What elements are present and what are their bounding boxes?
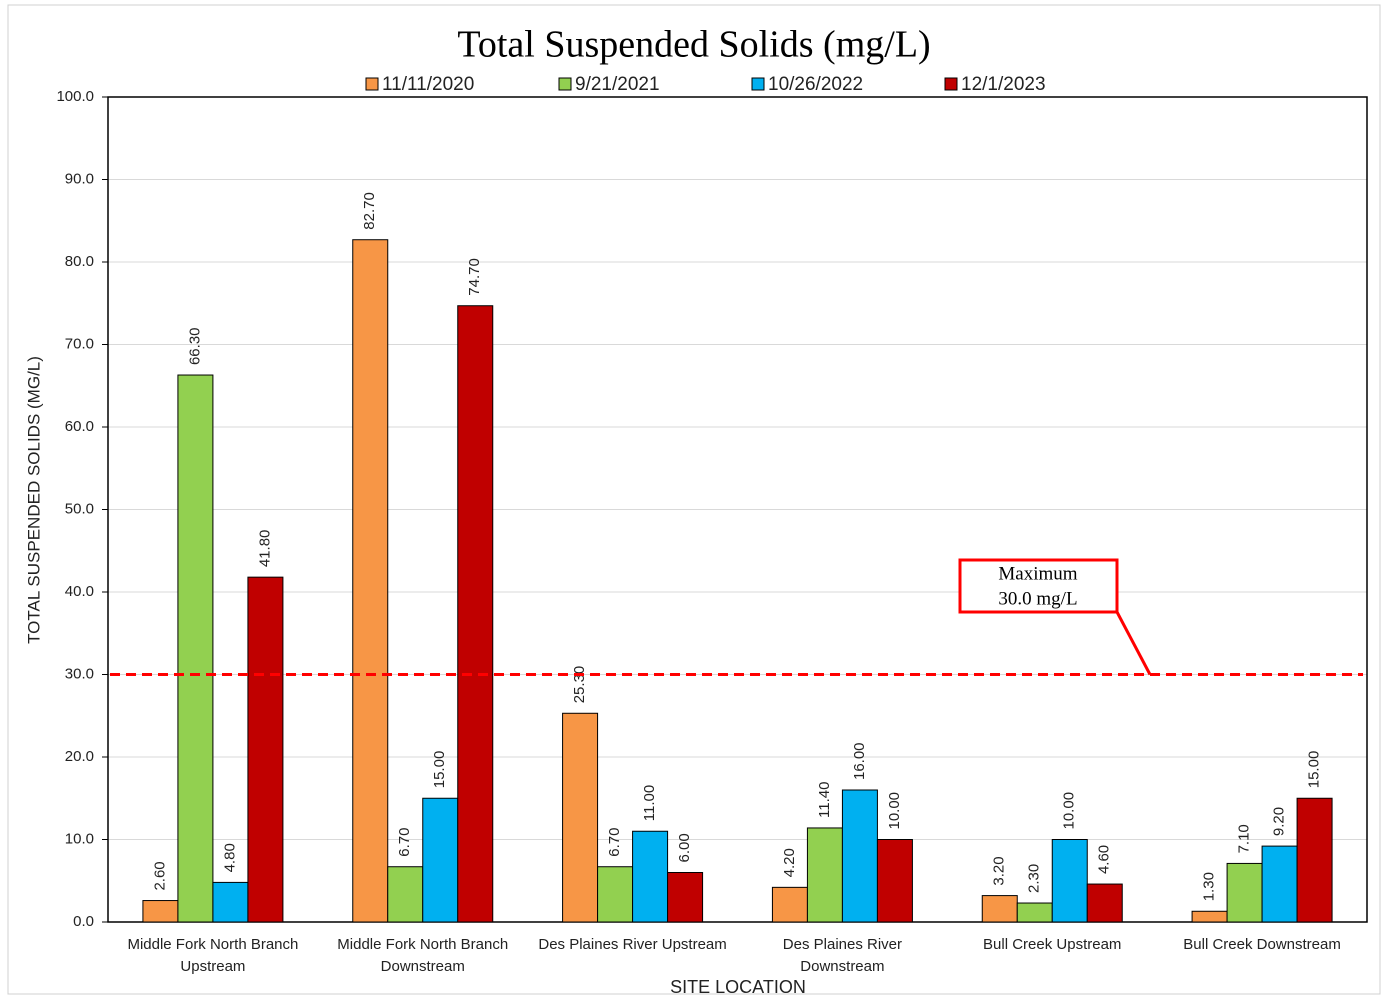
data-label: 11.00 <box>641 785 658 821</box>
bar <box>1051 839 1088 923</box>
bar <box>1191 910 1228 923</box>
y-tick-label: 60.0 <box>65 418 94 435</box>
x-tick-label: Middle Fork North Branch Upstream <box>127 936 299 975</box>
legend-label: 10/26/2022 <box>768 74 863 95</box>
bar <box>1016 902 1053 923</box>
data-label: 25.30 <box>571 666 588 704</box>
annotation-text: Maximum <box>998 563 1077 584</box>
y-tick-label: 20.0 <box>65 748 94 765</box>
x-tick-label: Bull Creek Upstream <box>983 936 1122 953</box>
data-label: 41.80 <box>256 530 273 568</box>
data-label: 6.70 <box>396 828 413 857</box>
bar <box>1261 845 1298 923</box>
bar <box>352 239 389 923</box>
legend-label: 12/1/2023 <box>961 74 1046 95</box>
bar <box>457 305 494 923</box>
annotation-box <box>958 558 1119 614</box>
annotation-leader <box>1115 611 1152 676</box>
y-tick-label: 10.0 <box>65 830 94 847</box>
bar <box>632 830 669 923</box>
chart-title: Total Suspended Solids (mg/L) <box>457 24 930 66</box>
y-tick-label: 100.0 <box>56 88 94 105</box>
bar <box>422 797 459 923</box>
bar <box>1296 797 1333 923</box>
data-label: 9.20 <box>1271 807 1288 836</box>
x-axis-title: SITE LOCATION <box>670 977 806 997</box>
data-label: 11.40 <box>816 782 833 818</box>
x-tick-label: Middle Fork North Branch Downstream <box>337 936 509 975</box>
bar <box>806 827 843 923</box>
data-label: 66.30 <box>186 327 203 365</box>
bar <box>562 712 599 923</box>
y-tick-label: 50.0 <box>65 500 94 517</box>
data-label: 6.70 <box>606 828 623 857</box>
data-label: 2.60 <box>151 861 168 890</box>
legend-label: 9/21/2021 <box>575 74 660 95</box>
y-axis-title: TOTAL SUSPENDED SOLIDS (MG/L) <box>24 356 43 644</box>
bar <box>247 576 284 923</box>
y-tick-label: 0.0 <box>73 913 94 930</box>
bar <box>1086 883 1123 923</box>
data-label: 1.30 <box>1201 872 1218 901</box>
data-label: 4.20 <box>781 848 798 877</box>
legend-swatch <box>751 77 765 91</box>
data-label: 10.00 <box>1061 792 1078 830</box>
bar <box>667 872 704 923</box>
data-label: 16.00 <box>851 742 868 780</box>
bar <box>177 374 214 923</box>
y-tick-label: 40.0 <box>65 583 94 600</box>
bar <box>1226 862 1263 923</box>
data-label: 4.60 <box>1096 845 1113 874</box>
legend-label: 11/11/2020 <box>382 74 474 95</box>
bar <box>981 895 1018 923</box>
data-label: 6.00 <box>676 833 693 862</box>
data-label: 15.00 <box>431 751 448 789</box>
bar <box>387 866 424 923</box>
x-tick-label: Des Plaines River Downstream <box>782 936 903 975</box>
data-label: 7.10 <box>1236 824 1253 853</box>
y-tick-label: 90.0 <box>65 170 94 187</box>
data-label: 10.00 <box>886 792 903 830</box>
data-label: 3.20 <box>991 856 1008 885</box>
plot-border <box>107 96 1368 923</box>
annotation-text: 30.0 mg/L <box>998 588 1077 609</box>
bar <box>876 839 913 923</box>
chart-frame <box>7 4 1381 995</box>
y-tick-label: 30.0 <box>65 665 94 682</box>
x-tick-label: Des Plaines River Upstream <box>538 936 727 953</box>
data-label: 4.80 <box>221 843 238 872</box>
legend-swatch <box>944 77 958 91</box>
data-label: 2.30 <box>1026 864 1043 893</box>
y-tick-label: 80.0 <box>65 253 94 270</box>
bar <box>771 886 808 923</box>
x-tick-label: Bull Creek Downstream <box>1183 936 1341 953</box>
y-tick-label: 70.0 <box>65 335 94 352</box>
bar <box>212 881 249 923</box>
bar <box>597 866 634 923</box>
data-label: 82.70 <box>361 192 378 230</box>
legend-swatch <box>558 77 572 91</box>
bar <box>841 789 878 923</box>
legend-swatch <box>365 77 379 91</box>
bar <box>142 900 179 923</box>
data-label: 74.70 <box>466 258 483 296</box>
data-label: 15.00 <box>1306 751 1323 789</box>
